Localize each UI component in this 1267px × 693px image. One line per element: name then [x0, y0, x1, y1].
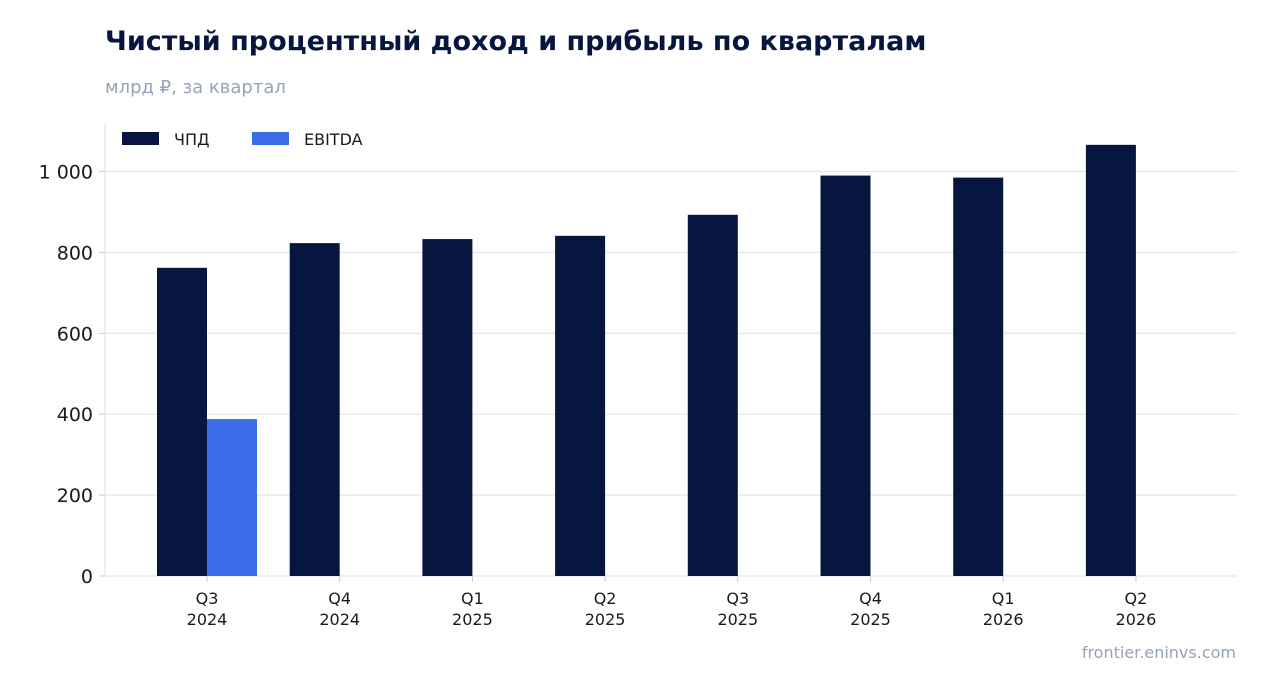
- legend: ЧПД EBITDA: [122, 130, 363, 149]
- axes: [99, 123, 1237, 582]
- x-tick-label-quarter: Q4: [859, 589, 882, 608]
- x-tick-label-quarter: Q3: [726, 589, 749, 608]
- bar-chpd: [1085, 144, 1136, 576]
- bar-ebitda: [207, 419, 257, 576]
- x-tick-label-quarter: Q4: [328, 589, 351, 608]
- chart-title: Чистый процентный доход и прибыль по ква…: [105, 26, 927, 57]
- x-tick-label-quarter: Q2: [1125, 589, 1148, 608]
- bars: [157, 144, 1136, 577]
- bar-chpd: [289, 243, 340, 576]
- x-tick-label-quarter: Q1: [461, 589, 484, 608]
- y-tick-label: 0: [81, 566, 93, 588]
- x-tick-label-quarter: Q2: [594, 589, 617, 608]
- bar-chpd: [687, 214, 738, 576]
- x-tick-label-year: 2025: [452, 610, 493, 629]
- x-tick-label-year: 2026: [1116, 610, 1157, 629]
- bar-chpd: [953, 177, 1004, 577]
- x-tick-label-year: 2024: [319, 610, 360, 629]
- x-tick-label-year: 2026: [983, 610, 1024, 629]
- bar-chpd: [157, 267, 207, 576]
- bar-chpd: [555, 235, 606, 577]
- x-tick-label-quarter: Q3: [196, 589, 219, 608]
- bar-chpd: [820, 175, 871, 576]
- source-label: frontier.eninvs.com: [1081, 643, 1236, 662]
- y-tick-label: 600: [57, 323, 93, 345]
- x-tick-label-year: 2025: [850, 610, 891, 629]
- y-tick-label: 200: [57, 485, 93, 507]
- legend-swatch: [122, 132, 159, 145]
- chart-subtitle: млрд ₽, за квартал: [105, 77, 286, 98]
- bar-chpd: [422, 239, 473, 577]
- x-tick-label-quarter: Q1: [992, 589, 1015, 608]
- y-tick-label: 1 000: [39, 162, 93, 184]
- y-tick-label: 800: [57, 242, 93, 264]
- legend-label: EBITDA: [304, 130, 363, 149]
- y-tick-label: 400: [57, 404, 93, 426]
- x-tick-label-year: 2025: [717, 610, 758, 629]
- legend-swatch: [252, 132, 289, 145]
- x-tick-label-year: 2024: [187, 610, 228, 629]
- legend-label: ЧПД: [174, 130, 210, 149]
- tick-labels: 0 200 400 600 800 1 000 Q3 2024 Q4 2024 Q1 2025 Q2 20…: [39, 162, 1157, 629]
- x-tick-label-year: 2025: [585, 610, 626, 629]
- gridlines: [105, 170, 1237, 496]
